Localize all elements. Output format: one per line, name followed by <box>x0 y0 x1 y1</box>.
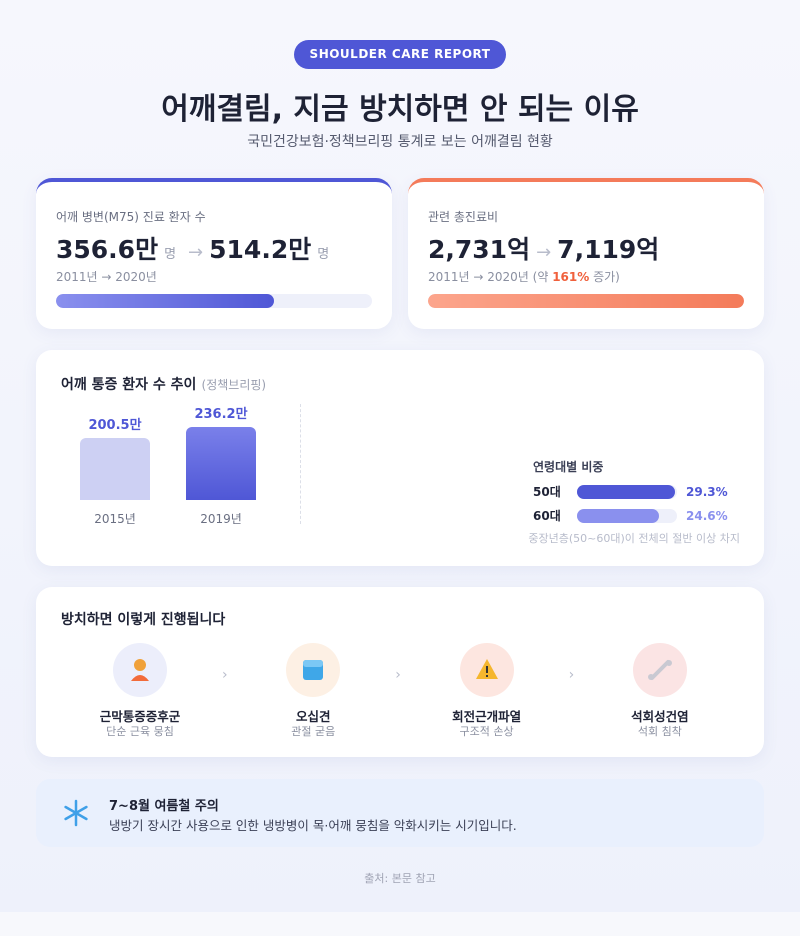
bar <box>80 438 150 500</box>
step-desc: 구조적 손상 <box>459 725 514 738</box>
stat-card: 관련 총진료비 2,731억 → 7,119억 2011년 → 2020년 (약 1… <box>408 178 764 329</box>
age-label: 50대 <box>533 485 561 499</box>
step-desc: 관절 굳음 <box>291 725 336 738</box>
source: (정책브리핑) <box>201 378 267 392</box>
age-bar <box>577 509 659 523</box>
subtitle: 국민건강보험·정책브리핑 통계로 보는 어깨결림 현황 <box>247 134 553 150</box>
step-label: 회전근개파열 <box>452 709 522 724</box>
icon <box>460 643 514 697</box>
step-label: 석회성건염 <box>631 709 689 724</box>
note: 2011년 → 2020년 (약 161% 증가) <box>428 268 620 285</box>
icon <box>286 643 340 697</box>
step-label: 오십견 <box>296 709 331 724</box>
label: 어깨 병변(M75) 진료 환자 수 <box>56 210 206 224</box>
step-arrow: › <box>222 667 228 683</box>
footer: 출처: 본문 참고 <box>364 872 436 885</box>
age-note: 중장년층(50~60대)이 전체의 절반 이상 차지 <box>528 532 740 545</box>
snow-icon <box>64 799 88 827</box>
step-arrow: › <box>568 667 575 683</box>
step-desc: 단순 근육 뭉침 <box>106 725 174 738</box>
progress-track <box>428 294 744 308</box>
arrow: → <box>536 242 552 263</box>
age-value: 24.6% <box>686 509 728 523</box>
arrow: → <box>188 242 204 263</box>
note-text: 증가) <box>589 270 620 284</box>
progress-track <box>56 294 372 308</box>
age-value: 29.3% <box>686 485 728 499</box>
value-label: 200.5만 <box>88 418 142 434</box>
age-label: 60대 <box>533 509 561 523</box>
notice: 7~8월 여름철 주의 냉방기 장시간 사용으로 인한 냉방병이 목·어깨 뭉침… <box>36 779 764 847</box>
progress-bar <box>56 294 275 308</box>
age-title: 연령대별 비중 <box>533 460 604 474</box>
unit: 명 <box>317 247 330 262</box>
icon <box>633 643 687 697</box>
note-text: 2011년 → 2020년 (약 <box>428 270 553 284</box>
progress-bar <box>428 294 744 308</box>
value-label: 236.2만 <box>194 407 248 422</box>
title: 어깨결림, 지금 방치하면 안 되는 이유 <box>161 92 639 127</box>
icon <box>113 643 167 697</box>
value: 2,731억 <box>428 235 531 264</box>
value: 7,119억 <box>557 235 660 264</box>
bottom-strip <box>0 912 800 936</box>
section-title: 어깨 통증 환자 수 추이 <box>61 377 197 393</box>
divider <box>300 404 301 524</box>
trend-card: 어깨 통증 환자 수 추이 (정책브리핑) 연령대별 비중 중장년층(50~60… <box>36 350 764 566</box>
stat-card: 어깨 병변(M75) 진료 환자 수 356.6만 명 → 514.2만 명 2011년… <box>36 178 392 329</box>
step-arrow: › <box>395 667 401 683</box>
age-track <box>577 509 677 523</box>
notice-body: 냉방기 장시간 사용으로 인한 냉방병이 목·어깨 뭉침을 악화시키는 시기입니… <box>109 818 517 833</box>
note: 2011년 → 2020년 <box>56 270 157 284</box>
badge: SHOULDER CARE REPORT <box>294 40 506 69</box>
age-bar <box>577 485 675 499</box>
age-track <box>577 485 677 499</box>
category-label: 2019년 <box>200 512 242 526</box>
step-desc: 석회 침착 <box>637 725 682 738</box>
unit: 명 <box>164 247 177 262</box>
section-title: 방치하면 이렇게 진행됩니다 <box>61 612 226 628</box>
step-label: 근막통증증후군 <box>99 709 181 724</box>
category-label: 2015년 <box>94 512 136 526</box>
progression-card: 방치하면 이렇게 진행됩니다 근막통증증후군 단순 근육 뭉침 › 오십견 관절 굳음 ›… <box>36 587 764 757</box>
highlight: 161% <box>552 270 590 284</box>
notice-title: 7~8월 여름철 주의 <box>109 799 219 814</box>
label: 관련 총진료비 <box>428 210 499 224</box>
value: 356.6만 <box>56 235 159 264</box>
bar <box>186 427 256 500</box>
value: 514.2만 <box>209 235 312 264</box>
